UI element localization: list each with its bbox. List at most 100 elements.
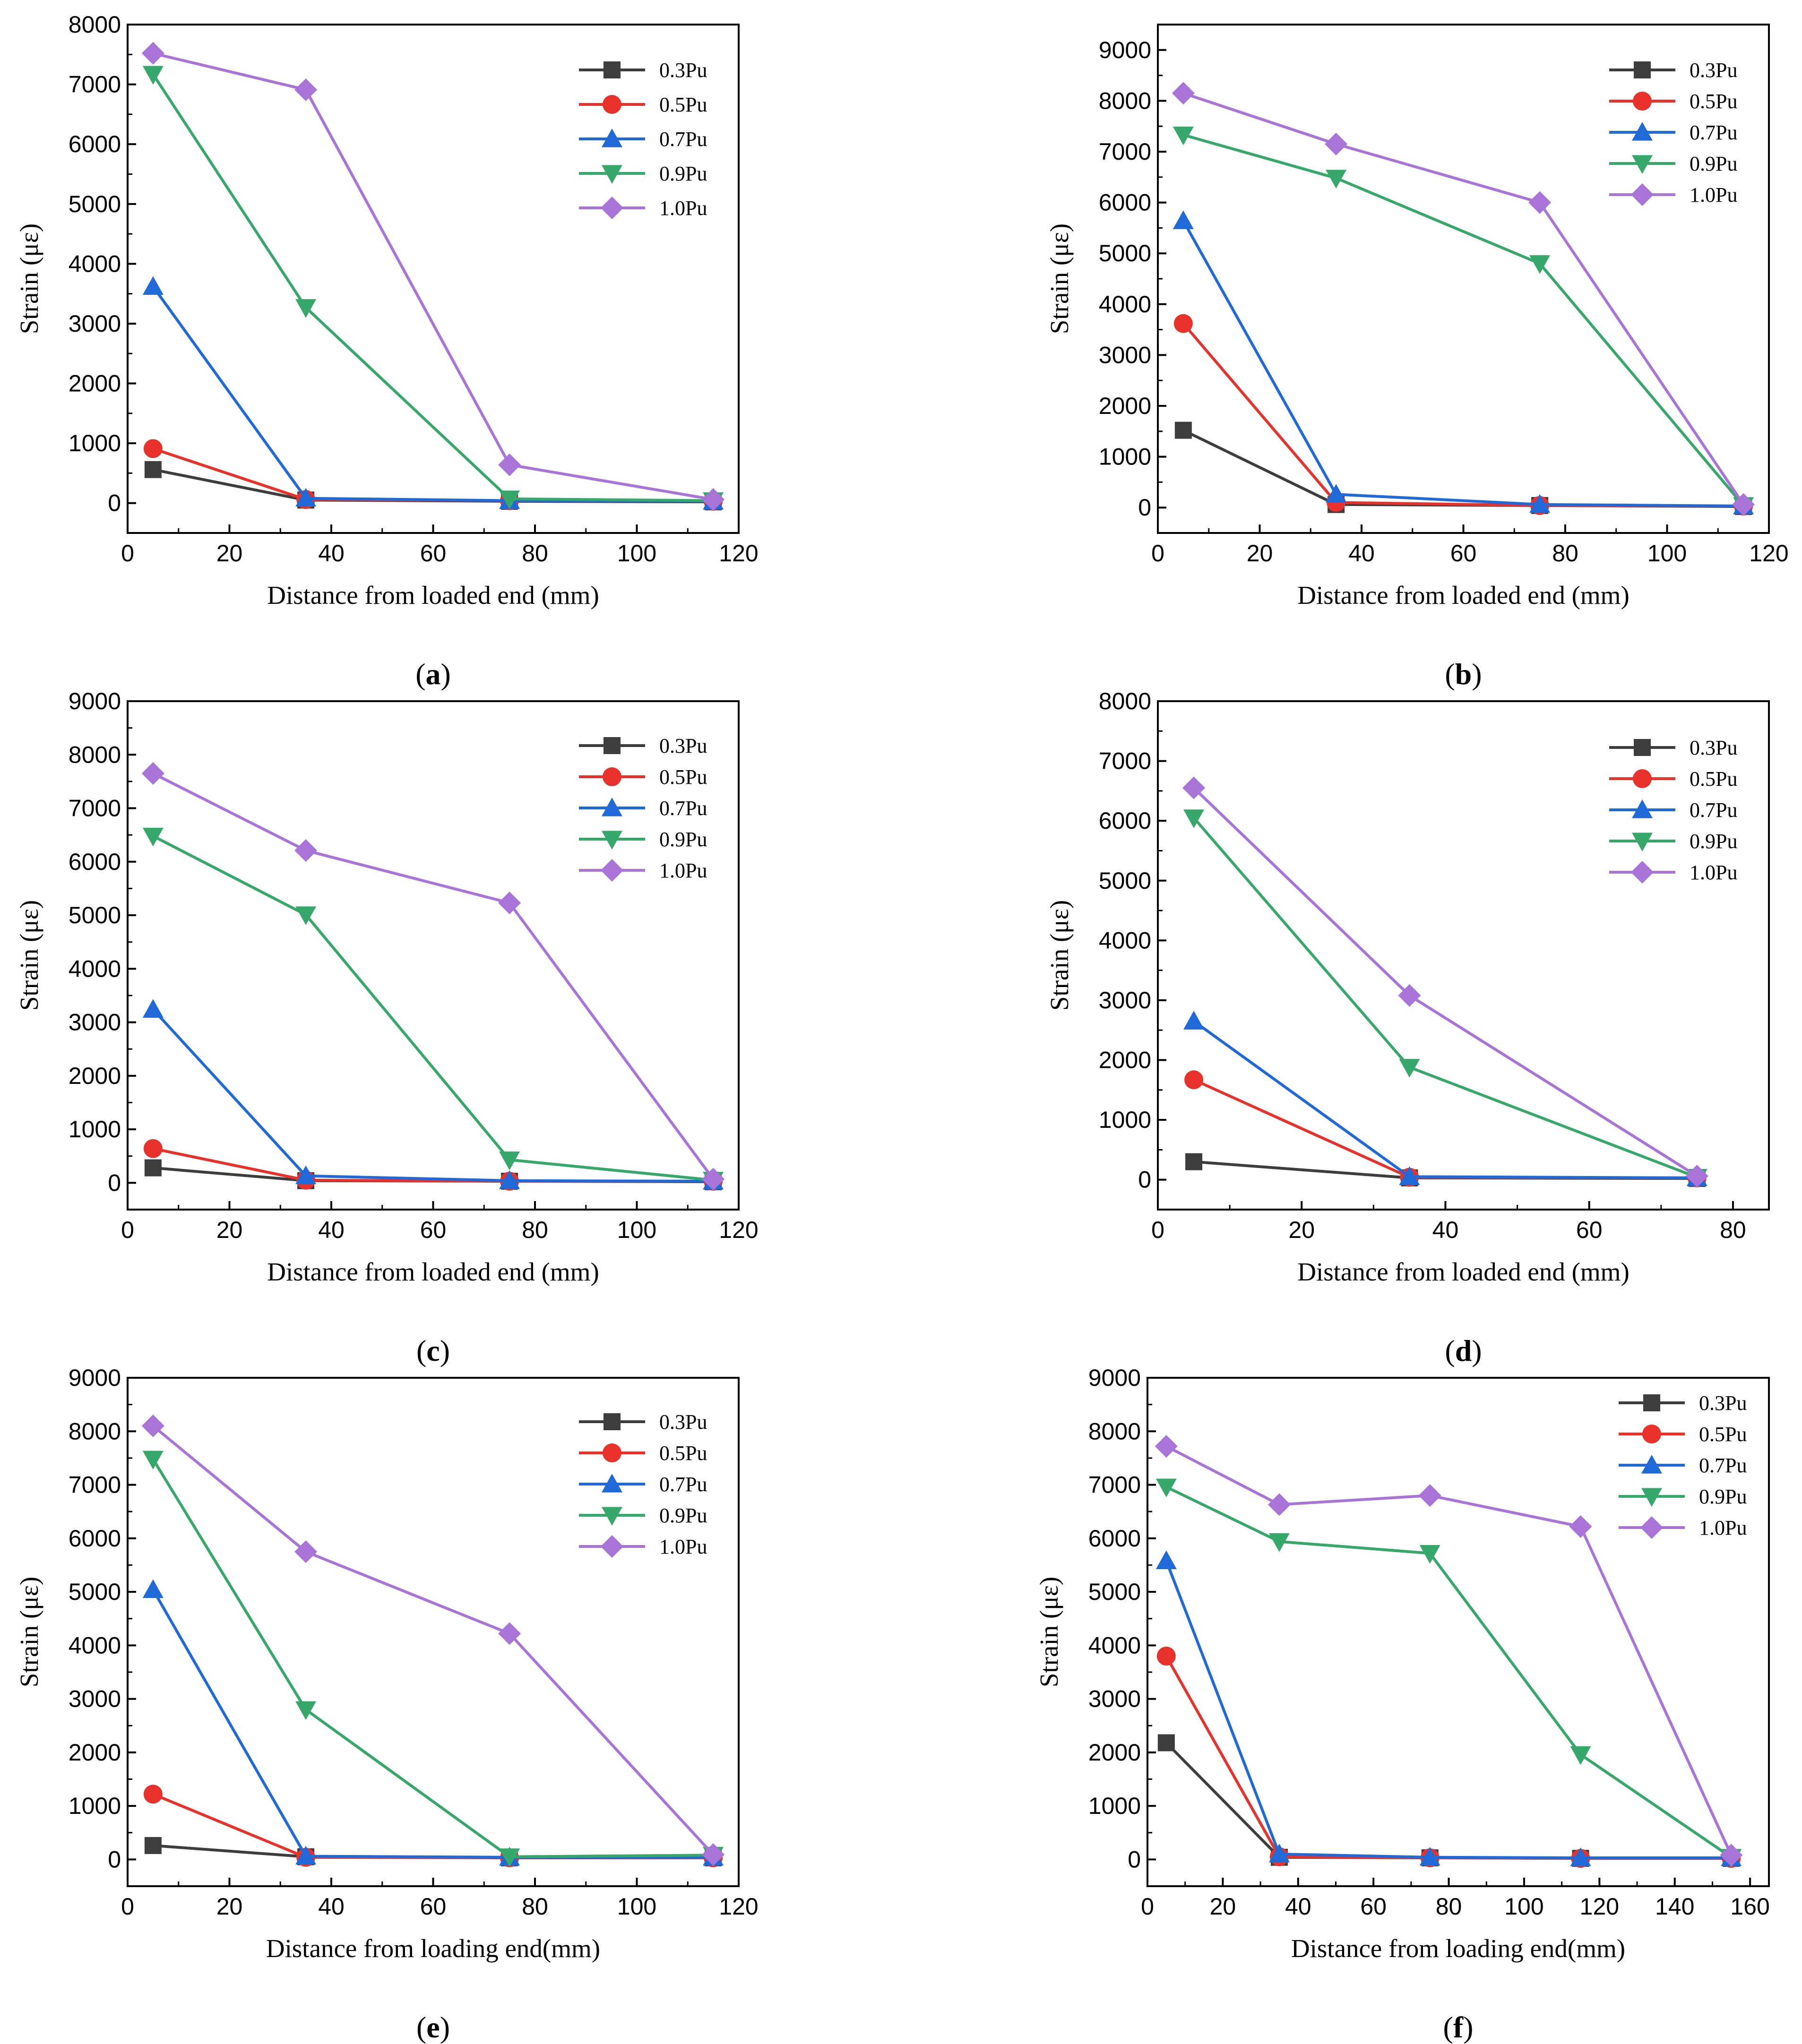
legend-marker bbox=[603, 1443, 621, 1462]
data-point-1.0Pu bbox=[1325, 132, 1348, 155]
y-tick-label: 5000 bbox=[1099, 867, 1151, 894]
legend-marker bbox=[1632, 155, 1653, 174]
legend-entry: 0.7Pu bbox=[1690, 121, 1737, 144]
y-axis-title: Strain (με) bbox=[15, 900, 43, 1011]
legend-entry: 0.5Pu bbox=[659, 93, 707, 116]
data-point-1.0Pu bbox=[141, 42, 164, 65]
series-line-1.0Pu bbox=[153, 52, 714, 501]
x-tick-label: 0 bbox=[1151, 1217, 1164, 1243]
data-point-0.7Pu bbox=[1419, 1846, 1440, 1866]
legend-marker bbox=[1634, 61, 1651, 78]
series-line-0.9Pu bbox=[152, 1458, 714, 1858]
data-point-1.0Pu bbox=[702, 488, 725, 511]
legend-marker bbox=[601, 197, 623, 219]
legend-marker bbox=[1634, 739, 1651, 756]
legend-entry: 0.7Pu bbox=[659, 1473, 707, 1496]
data-point-0.9Pu bbox=[142, 66, 164, 85]
data-point-0.7Pu bbox=[295, 488, 317, 507]
data-point-0.9Pu bbox=[142, 827, 164, 847]
x-tick-label: 20 bbox=[1210, 1893, 1236, 1920]
series-line-0.7Pu bbox=[1193, 1020, 1697, 1179]
y-tick-label: 1000 bbox=[1099, 444, 1151, 470]
x-tick-label: 100 bbox=[617, 1893, 656, 1920]
x-tick-label: 20 bbox=[216, 1893, 243, 1920]
data-point-0.3Pu bbox=[144, 1837, 162, 1854]
x-axis-title: Distance from loading end(mm) bbox=[266, 1934, 600, 1963]
y-tick-label: 1000 bbox=[69, 430, 121, 456]
y-axis-title: Strain (με) bbox=[15, 223, 43, 334]
y-tick-label: 0 bbox=[108, 1169, 121, 1196]
series-line-0.7Pu bbox=[152, 285, 714, 503]
data-point-1.0Pu bbox=[1155, 1434, 1178, 1458]
x-tick-label: 20 bbox=[1288, 1217, 1315, 1243]
y-tick-label: 4000 bbox=[69, 955, 121, 982]
data-point-0.7Pu bbox=[1155, 1550, 1177, 1569]
y-tick-label: 4000 bbox=[69, 250, 121, 277]
y-tick-label: 2000 bbox=[1099, 393, 1151, 419]
data-point-1.0Pu bbox=[498, 1622, 521, 1645]
series-line-0.7Pu bbox=[152, 1008, 714, 1183]
y-axis-title: Strain (με) bbox=[1045, 900, 1074, 1011]
legend-entry: 0.3Pu bbox=[1699, 1391, 1747, 1415]
x-tick-label: 20 bbox=[216, 540, 243, 567]
legend-entry: 0.5Pu bbox=[1699, 1423, 1747, 1446]
y-axis-title: Strain (με) bbox=[1035, 1577, 1063, 1687]
y-tick-label: 0 bbox=[1128, 1846, 1141, 1872]
data-point-0.9Pu bbox=[295, 1701, 317, 1720]
y-tick-label: 9000 bbox=[1099, 37, 1151, 63]
data-point-1.0Pu bbox=[141, 1414, 164, 1437]
x-tick-label: 0 bbox=[121, 540, 134, 567]
legend-entry: 0.3Pu bbox=[1690, 59, 1737, 82]
x-tick-label: 100 bbox=[617, 540, 656, 567]
y-tick-label: 3000 bbox=[69, 1009, 121, 1036]
x-tick-label: 140 bbox=[1655, 1893, 1694, 1920]
data-point-0.3Pu bbox=[1185, 1153, 1203, 1170]
legend-entry: 1.0Pu bbox=[659, 1535, 707, 1558]
plot-frame bbox=[127, 24, 740, 534]
y-tick-label: 3000 bbox=[1099, 342, 1151, 368]
y-tick-label: 2000 bbox=[1088, 1739, 1141, 1766]
data-point-1.0Pu bbox=[1172, 82, 1195, 105]
panel-label: (d) bbox=[1445, 1334, 1482, 1367]
data-point-0.3Pu bbox=[144, 1159, 162, 1177]
panel-label: (c) bbox=[416, 1334, 450, 1367]
y-tick-label: 6000 bbox=[1099, 807, 1151, 834]
y-tick-label: 4000 bbox=[1099, 927, 1151, 953]
legend-entry: 1.0Pu bbox=[1699, 1516, 1747, 1539]
y-tick-label: 8000 bbox=[69, 11, 121, 38]
data-point-0.5Pu bbox=[143, 1139, 163, 1158]
data-point-1.0Pu bbox=[1569, 1515, 1592, 1538]
y-tick-label: 8000 bbox=[1099, 87, 1151, 114]
y-tick-label: 6000 bbox=[1088, 1525, 1141, 1552]
chart-panel-d: 0 20 40 60 80 0 1000 2000 3000 4000 5000 6000 7000 80… bbox=[1045, 688, 1770, 1367]
panel-label: (a) bbox=[415, 657, 451, 691]
data-point-0.7Pu bbox=[142, 276, 164, 295]
legend-entry: 0.9Pu bbox=[659, 828, 707, 851]
legend-entry: 0.3Pu bbox=[659, 59, 707, 82]
legend-marker bbox=[1633, 769, 1652, 788]
data-point-1.0Pu bbox=[702, 1843, 725, 1866]
data-point-0.5Pu bbox=[1184, 1070, 1204, 1090]
series-line-0.5Pu bbox=[1182, 322, 1744, 507]
data-point-0.9Pu bbox=[1173, 126, 1194, 146]
data-point-1.0Pu bbox=[1528, 191, 1552, 214]
y-tick-label: 7000 bbox=[69, 71, 121, 98]
y-tick-label: 9000 bbox=[69, 1365, 121, 1391]
data-point-1.0Pu bbox=[1685, 1165, 1708, 1188]
data-point-0.9Pu bbox=[1155, 1478, 1177, 1498]
legend-marker bbox=[1641, 1455, 1662, 1474]
y-tick-label: 6000 bbox=[69, 849, 121, 875]
y-tick-label: 0 bbox=[1138, 494, 1151, 521]
y-tick-label: 3000 bbox=[1099, 987, 1151, 1013]
x-axis-title: Distance from loaded end (mm) bbox=[1297, 581, 1630, 610]
y-tick-label: 6000 bbox=[69, 131, 121, 157]
x-axis-title: Distance from loaded end (mm) bbox=[1297, 1257, 1630, 1286]
series-line-0.5Pu bbox=[152, 1793, 714, 1859]
data-point-1.0Pu bbox=[1182, 776, 1206, 799]
y-tick-label: 1000 bbox=[1088, 1793, 1141, 1819]
y-axis-title: Strain (με) bbox=[1045, 223, 1074, 334]
x-tick-label: 60 bbox=[1576, 1217, 1603, 1243]
x-tick-label: 120 bbox=[719, 1217, 758, 1243]
series-line-0.7Pu bbox=[152, 1589, 714, 1859]
legend-entry: 0.7Pu bbox=[659, 128, 707, 151]
